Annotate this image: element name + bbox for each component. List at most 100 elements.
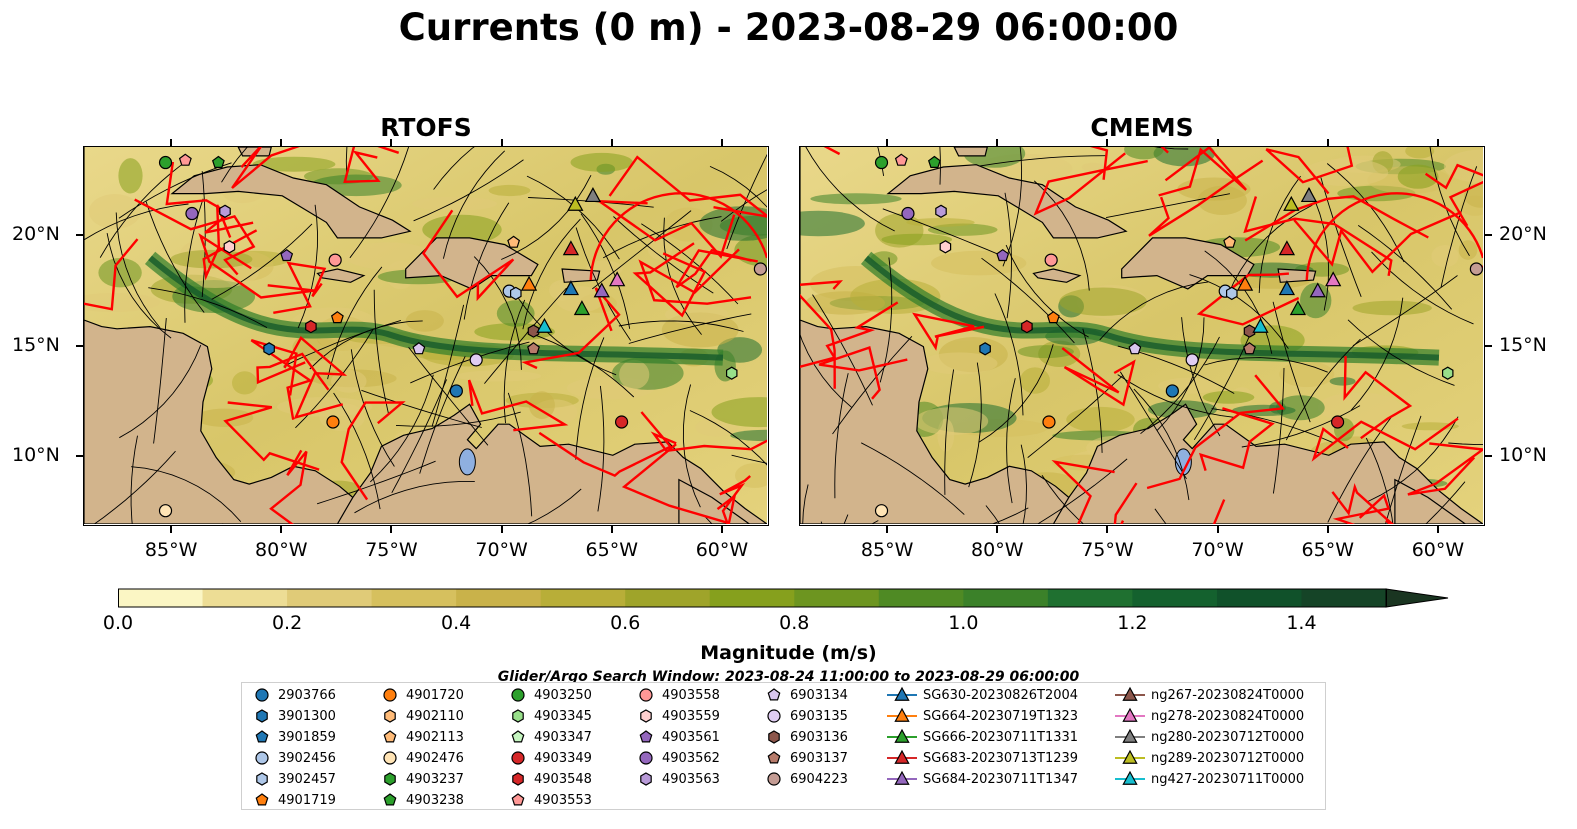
legend-entry: 4903345 <box>508 706 592 726</box>
lon-tick-label: 80°W <box>255 539 308 561</box>
platform-6903136 <box>1243 324 1256 338</box>
lat-tick-mark <box>76 344 83 347</box>
platform-4902476 <box>158 504 173 518</box>
legend-label: SG683-20230713T1239 <box>923 750 1079 766</box>
platform-4901720 <box>326 415 340 429</box>
lon-tick-label: 75°W <box>1081 539 1134 561</box>
legend-entry: 4902110 <box>380 706 464 726</box>
legend-entry: 4903238 <box>380 790 464 810</box>
legend-marker <box>511 751 525 765</box>
platform-SG664-20230719T1323 <box>520 275 538 291</box>
legend-label: 6904223 <box>790 771 848 787</box>
legend-triangle <box>1122 770 1138 785</box>
search-window-text: Glider/Argo Search Window: 2023-08-24 11… <box>497 670 1080 684</box>
lon-tick-label: 65°W <box>585 539 638 561</box>
legend-triangle <box>894 770 910 785</box>
platform-6903135 <box>469 353 483 367</box>
legend-marker-icon <box>1115 707 1145 722</box>
lon-tick-mark <box>720 526 723 533</box>
lon-tick-label: 75°W <box>365 539 418 561</box>
colorbar-segment <box>709 589 795 607</box>
legend-entry: 4902113 <box>380 727 464 747</box>
legend-entry: SG666-20230711T1331 <box>887 727 1078 747</box>
platform-4903250 <box>158 155 173 170</box>
platform-4902476 <box>874 504 889 518</box>
platform-4903553 <box>178 153 192 166</box>
platform-4903250 <box>874 155 889 170</box>
platform-4903238 <box>211 155 225 168</box>
legend-entry: 4903562 <box>636 748 720 768</box>
legend-triangle <box>894 749 910 764</box>
lat-tick-label: 15°N <box>12 333 60 356</box>
legend-marker <box>639 688 653 702</box>
legend-marker <box>640 772 652 786</box>
legend-triangle <box>894 707 910 722</box>
legend-label: 4903561 <box>662 729 720 745</box>
lon-tick-label: 70°W <box>1191 539 1244 561</box>
legend-label: 4902113 <box>406 729 464 745</box>
legend-marker-icon <box>887 728 917 743</box>
legend-label: 3902457 <box>278 771 336 787</box>
lat-tick-mark <box>1485 455 1492 458</box>
platform-4903559 <box>223 240 236 254</box>
colorbar <box>118 588 1449 608</box>
platform-ng280-20230712T0000 <box>584 187 602 203</box>
legend-label: 4903553 <box>534 792 592 808</box>
colorbar-tick-label: 0.0 <box>102 612 134 634</box>
legend-label: 4903559 <box>662 708 720 724</box>
legend-marker-icon <box>640 709 652 723</box>
platform-ng427-20230711T0000 <box>536 317 553 333</box>
lon-tick-mark-top <box>996 139 999 146</box>
legend-triangle <box>894 686 910 701</box>
platform-4903563 <box>219 204 231 218</box>
legend-entry: ng267-20230824T0000 <box>1115 685 1304 705</box>
legend-triangle <box>1122 707 1138 722</box>
legend-label: 3901300 <box>278 708 336 724</box>
platform-ng289-20230712T0000 <box>567 195 584 211</box>
lon-tick-mark-top <box>1326 139 1329 146</box>
legend-entry: SG684-20230711T1347 <box>887 769 1078 789</box>
legend-label: 4903562 <box>662 750 720 766</box>
lon-tick-mark <box>610 526 613 533</box>
lon-tick-mark <box>1106 526 1109 533</box>
legend-marker-icon <box>383 793 397 806</box>
panel-title-cmems: CMEMS <box>1090 113 1194 142</box>
platform-6904223 <box>753 262 767 276</box>
legend-label: SG666-20230711T1331 <box>923 729 1079 745</box>
legend-marker-icon <box>767 709 781 723</box>
lat-tick-label: 10°N <box>12 444 60 467</box>
legend-label: 4903347 <box>534 729 592 745</box>
lon-tick-label: 70°W <box>475 539 528 561</box>
legend-label: 4903548 <box>534 771 592 787</box>
legend-label: ng280-20230712T0000 <box>1151 729 1305 745</box>
lat-tick-mark <box>76 455 83 458</box>
legend-label: ng267-20230824T0000 <box>1151 687 1305 703</box>
colorbar-segment <box>456 589 542 607</box>
legend-marker <box>767 709 781 723</box>
colorbar-segment <box>625 589 711 607</box>
platform-4903558 <box>1044 253 1058 267</box>
legend-marker <box>639 730 653 743</box>
legend-entry: 6903136 <box>764 727 848 747</box>
legend-marker <box>383 793 397 806</box>
legend: 2903766 3901300 3901859 3902456 3902457 49017… <box>241 682 1326 810</box>
legend-triangle <box>1122 728 1138 743</box>
panel-title-rtofs: RTOFS <box>380 113 472 142</box>
legend-entry: ng427-20230711T0000 <box>1115 769 1304 789</box>
colorbar-segment <box>287 589 373 607</box>
legend-marker <box>639 751 653 765</box>
legend-marker-icon <box>511 730 525 743</box>
lon-tick-mark-top <box>280 139 283 146</box>
legend-label: 4901719 <box>278 792 336 808</box>
platform-6903136 <box>527 324 540 338</box>
colorbar-segment <box>1132 589 1218 607</box>
legend-entry: 6903137 <box>764 748 848 768</box>
legend-marker-icon <box>768 730 780 744</box>
platform-SG664-20230719T1323 <box>1236 275 1254 291</box>
legend-label: 6903136 <box>790 729 848 745</box>
legend-marker-icon <box>384 772 396 786</box>
platform-3902457 <box>510 286 522 301</box>
legend-entry: 4903553 <box>508 790 592 810</box>
lon-tick-mark <box>280 526 283 533</box>
legend-marker-icon <box>887 749 917 764</box>
